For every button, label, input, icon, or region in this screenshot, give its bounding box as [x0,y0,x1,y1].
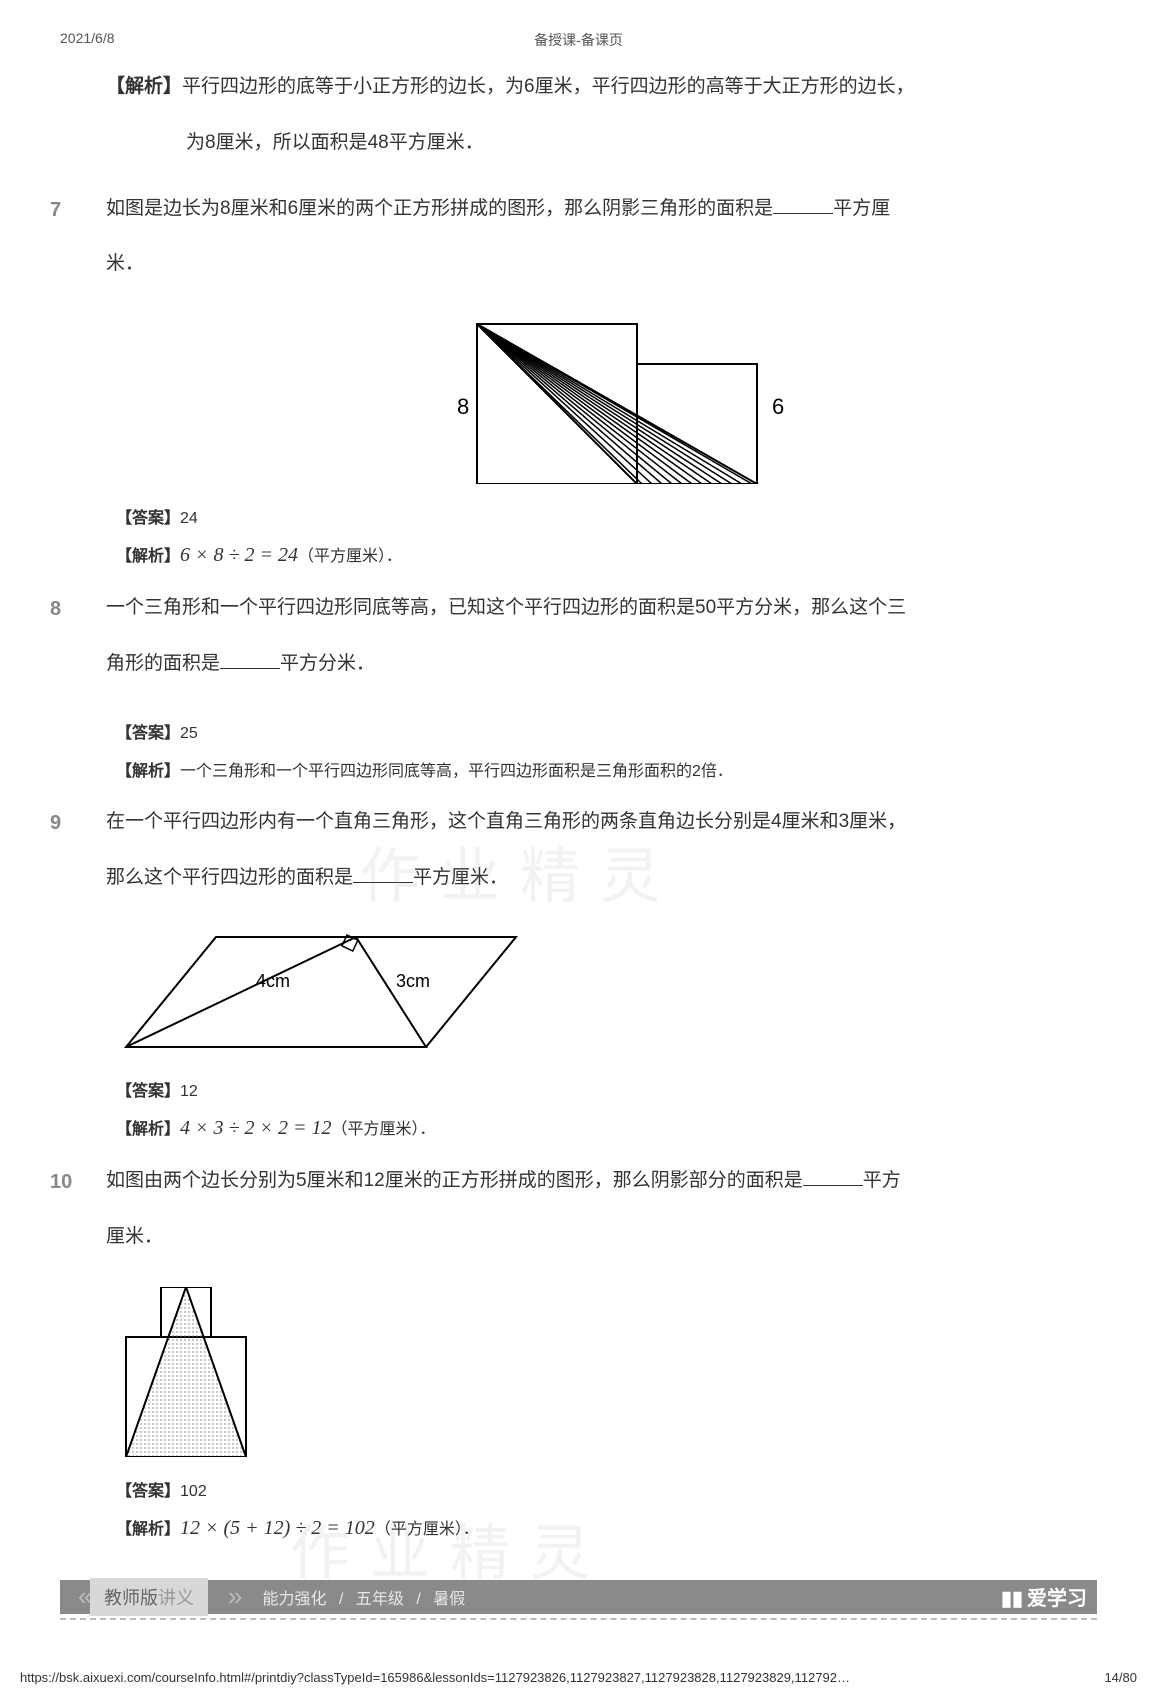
q10-number: 10 [50,1160,106,1272]
q7-text-b: 平方厘 [833,198,890,219]
url-text: https://bsk.aixuexi.com/courseInfo.html#… [20,1670,850,1685]
analysis-tag: 【解析】 [116,548,180,565]
header-date: 2021/6/8 [60,30,115,46]
footer-link-1: 能力强化 [262,1591,326,1608]
url-footer: https://bsk.aixuexi.com/courseInfo.html#… [0,1640,1157,1695]
q9-answer: 【答案】12 [60,1077,1097,1101]
q8-analysis: 【解析】一个三角形和一个平行四边形同底等高，平行四边形面积是三角形面积的2倍． [60,757,1097,781]
q7-text-c: 米． [106,253,144,274]
analysis-tag: 【解析】 [116,1121,180,1138]
footer-label-a: 教师版 [104,1588,158,1608]
answer-tag: 【答案】 [116,1483,180,1500]
footer-bar: « 教师版讲义 » 能力强化 / 五年级 / 暑假 ▮▮爱学习 [60,1580,1097,1620]
q10-text-c: 厘米． [106,1226,163,1247]
footer-brand: ▮▮爱学习 [1001,1582,1087,1611]
q9-number: 9 [50,801,106,913]
q8-text-c: 平方分米． [280,653,375,674]
blank [220,650,280,669]
q10-answer-val: 102 [180,1483,207,1500]
q9-text-b: 那么这个平行四边形的面积是 [106,867,353,888]
analysis-tag: 【解析】 [106,76,182,97]
q7-formula: 6 × 8 ÷ 2 = 24 [180,544,298,566]
blank [353,864,413,883]
q10-analysis: 【解析】12 × (5 + 12) ÷ 2 = 102（平方厘米）． 作业精灵 [60,1515,1097,1540]
q9-analysis: 【解析】4 × 3 ÷ 2 × 2 = 12（平方厘米）． [60,1115,1097,1140]
analysis-tag: 【解析】 [116,1521,180,1538]
q8-answer: 【答案】25 [60,719,1097,743]
q7: 7 如图是边长为8厘米和6厘米的两个正方形拼成的图形，那么阴影三角形的面积是平方… [60,188,1097,300]
blank [773,195,833,214]
q9-text-a: 在一个平行四边形内有一个直角三角形，这个直角三角形的两条直角边长分别是4厘米和3… [106,811,906,832]
q10-text-a: 如图由两个边长分别为5厘米和12厘米的正方形拼成的图形，那么阴影部分的面积是 [106,1170,803,1191]
answer-tag: 【答案】 [116,510,180,527]
header-title: 备授课-备课页 [534,30,623,50]
footer-brand-text: 爱学习 [1027,1588,1087,1610]
q9-answer-val: 12 [180,1083,198,1100]
q8-number: 8 [50,587,106,699]
q9-figure: 4cm 3cm [60,927,1097,1062]
q10: 10 如图由两个边长分别为5厘米和12厘米的正方形拼成的图形，那么阴影部分的面积… [60,1160,1097,1272]
footer-label: 教师版讲义 [90,1578,208,1616]
footer-label-b: 讲义 [158,1588,194,1608]
page-number: 14/80 [1104,1670,1137,1685]
q6-analysis-line1: 平行四边形的底等于小正方形的边长，为6厘米，平行四边形的高等于大正方形的边长， [182,76,915,97]
q7-answer-val: 24 [180,510,198,527]
q10-figure [60,1287,1097,1462]
blank [803,1167,863,1186]
q8-text-a: 一个三角形和一个平行四边形同底等高，已知这个平行四边形的面积是50平方分米，那么… [106,597,906,618]
q7-answer: 【答案】24 [60,504,1097,528]
q7-svg: 8 6 [417,314,797,484]
footer-links: 能力强化 / 五年级 / 暑假 [262,1585,465,1609]
q9-formula: 4 × 3 ÷ 2 × 2 = 12 [180,1117,331,1139]
footer-sep: / [339,1591,343,1608]
q7-unit: （平方厘米）． [298,548,402,565]
q7-label-6: 6 [772,394,784,419]
footer-link-2: 五年级 [356,1591,404,1608]
q10-answer: 【答案】102 [60,1477,1097,1501]
q7-figure: 8 6 [60,314,1097,489]
book-icon: ▮▮ [1001,1588,1023,1610]
answer-tag: 【答案】 [116,725,180,742]
page-header: 2021/6/8 备授课-备课页 [60,30,1097,46]
q8-analysis-text: 一个三角形和一个平行四边形同底等高，平行四边形面积是三角形面积的2倍． [180,763,733,780]
q9-unit: （平方厘米）． [331,1121,435,1138]
q7-text-a: 如图是边长为8厘米和6厘米的两个正方形拼成的图形，那么阴影三角形的面积是 [106,198,773,219]
q8-answer-val: 25 [180,725,198,742]
q9-label-3cm: 3cm [396,971,430,991]
q8: 8 一个三角形和一个平行四边形同底等高，已知这个平行四边形的面积是50平方分米，… [60,587,1097,699]
q10-text-b: 平方 [863,1170,901,1191]
q7-label-8: 8 [457,394,469,419]
footer-sep: / [416,1591,420,1608]
q7-analysis: 【解析】6 × 8 ÷ 2 = 24（平方厘米）． [60,542,1097,567]
analysis-tag: 【解析】 [116,763,180,780]
q8-text-b: 角形的面积是 [106,653,220,674]
q7-number: 7 [50,188,106,300]
q6-analysis: 【解析】平行四边形的底等于小正方形的边长，为6厘米，平行四边形的高等于大正方形的… [60,66,1097,178]
answer-tag: 【答案】 [116,1083,180,1100]
footer-link-3: 暑假 [433,1591,465,1608]
q9-svg: 4cm 3cm [116,927,536,1057]
q9: 9 在一个平行四边形内有一个直角三角形，这个直角三角形的两条直角边长分别是4厘米… [60,801,1097,913]
q6-analysis-line2: 为8厘米，所以面积是48平方厘米． [186,132,484,153]
q9-label-4cm: 4cm [256,971,290,991]
chevron-right-icon: » [228,1581,242,1612]
q10-formula: 12 × (5 + 12) ÷ 2 = 102 [180,1517,375,1539]
q9-text-c: 平方厘米． [413,867,508,888]
q10-svg [116,1287,266,1457]
q10-unit: （平方厘米）． [375,1521,479,1538]
